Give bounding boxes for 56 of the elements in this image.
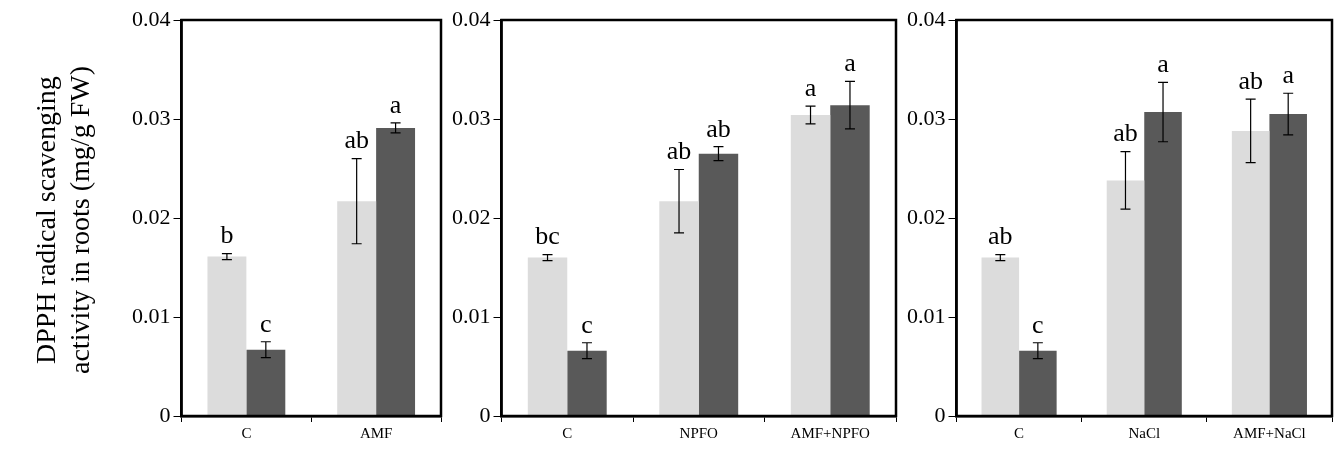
bar bbox=[830, 105, 870, 416]
y-tick-label: 0.04 bbox=[907, 5, 946, 31]
data-label: c bbox=[260, 308, 272, 338]
bar bbox=[659, 201, 699, 416]
y-tick-label: 0.03 bbox=[132, 104, 171, 130]
bar bbox=[337, 201, 377, 416]
data-label: b bbox=[220, 220, 234, 250]
bar bbox=[1231, 130, 1270, 416]
data-label: a bbox=[1157, 49, 1170, 79]
y-tick-label: 0.02 bbox=[907, 203, 946, 229]
bar bbox=[246, 349, 286, 416]
y-tick-label: 0 bbox=[934, 401, 946, 427]
y-tick-label: 0 bbox=[159, 401, 171, 427]
bar bbox=[567, 350, 607, 416]
y-tick-label: 0 bbox=[479, 401, 491, 427]
y-tick-label: 0.03 bbox=[907, 104, 946, 130]
bar bbox=[981, 257, 1020, 416]
bar bbox=[698, 153, 739, 416]
data-label: a bbox=[389, 89, 402, 119]
data-label: c bbox=[1032, 309, 1044, 339]
y-tick-label: 0.01 bbox=[132, 302, 171, 328]
x-tick-label: AMF+NaCl bbox=[1233, 424, 1306, 441]
y-tick-label: 0.01 bbox=[452, 302, 491, 328]
data-label: a bbox=[1282, 60, 1295, 90]
x-tick-label: C bbox=[241, 424, 252, 441]
x-tick-label: NPFO bbox=[679, 424, 719, 441]
y-tick-label: 0.04 bbox=[452, 5, 491, 31]
x-tick-label: AMF+NPFO bbox=[790, 424, 871, 441]
y-tick-label: 0.02 bbox=[132, 203, 171, 229]
y-axis-title: DPPH radical scavenging activity in roots (mg/g FW) bbox=[28, 65, 96, 376]
bar bbox=[207, 256, 247, 416]
bar bbox=[376, 127, 416, 416]
y-tick-label: 0.02 bbox=[452, 203, 491, 229]
bar bbox=[527, 257, 568, 416]
data-label: ab bbox=[1238, 66, 1263, 96]
x-tick-label: C bbox=[562, 424, 573, 441]
data-label: ab bbox=[988, 221, 1013, 251]
data-label: c bbox=[581, 309, 593, 339]
data-label: bc bbox=[535, 221, 560, 251]
bar bbox=[1269, 114, 1307, 416]
bar bbox=[790, 115, 831, 416]
y-tick-label: 0.01 bbox=[907, 302, 946, 328]
bar bbox=[1106, 180, 1145, 416]
bar bbox=[1019, 350, 1057, 416]
data-label: ab bbox=[344, 125, 369, 155]
x-tick-label: C bbox=[1014, 424, 1025, 441]
bar bbox=[1144, 112, 1182, 416]
y-tick-label: 0.03 bbox=[452, 104, 491, 130]
data-label: a bbox=[804, 72, 817, 102]
x-tick-label: AMF bbox=[359, 424, 393, 441]
data-label: a bbox=[844, 48, 857, 78]
data-label: ab bbox=[666, 136, 692, 166]
x-tick-label: NaCl bbox=[1128, 424, 1161, 441]
data-label: ab bbox=[706, 113, 731, 143]
data-label: ab bbox=[1113, 118, 1138, 148]
y-tick-label: 0.04 bbox=[132, 5, 171, 31]
